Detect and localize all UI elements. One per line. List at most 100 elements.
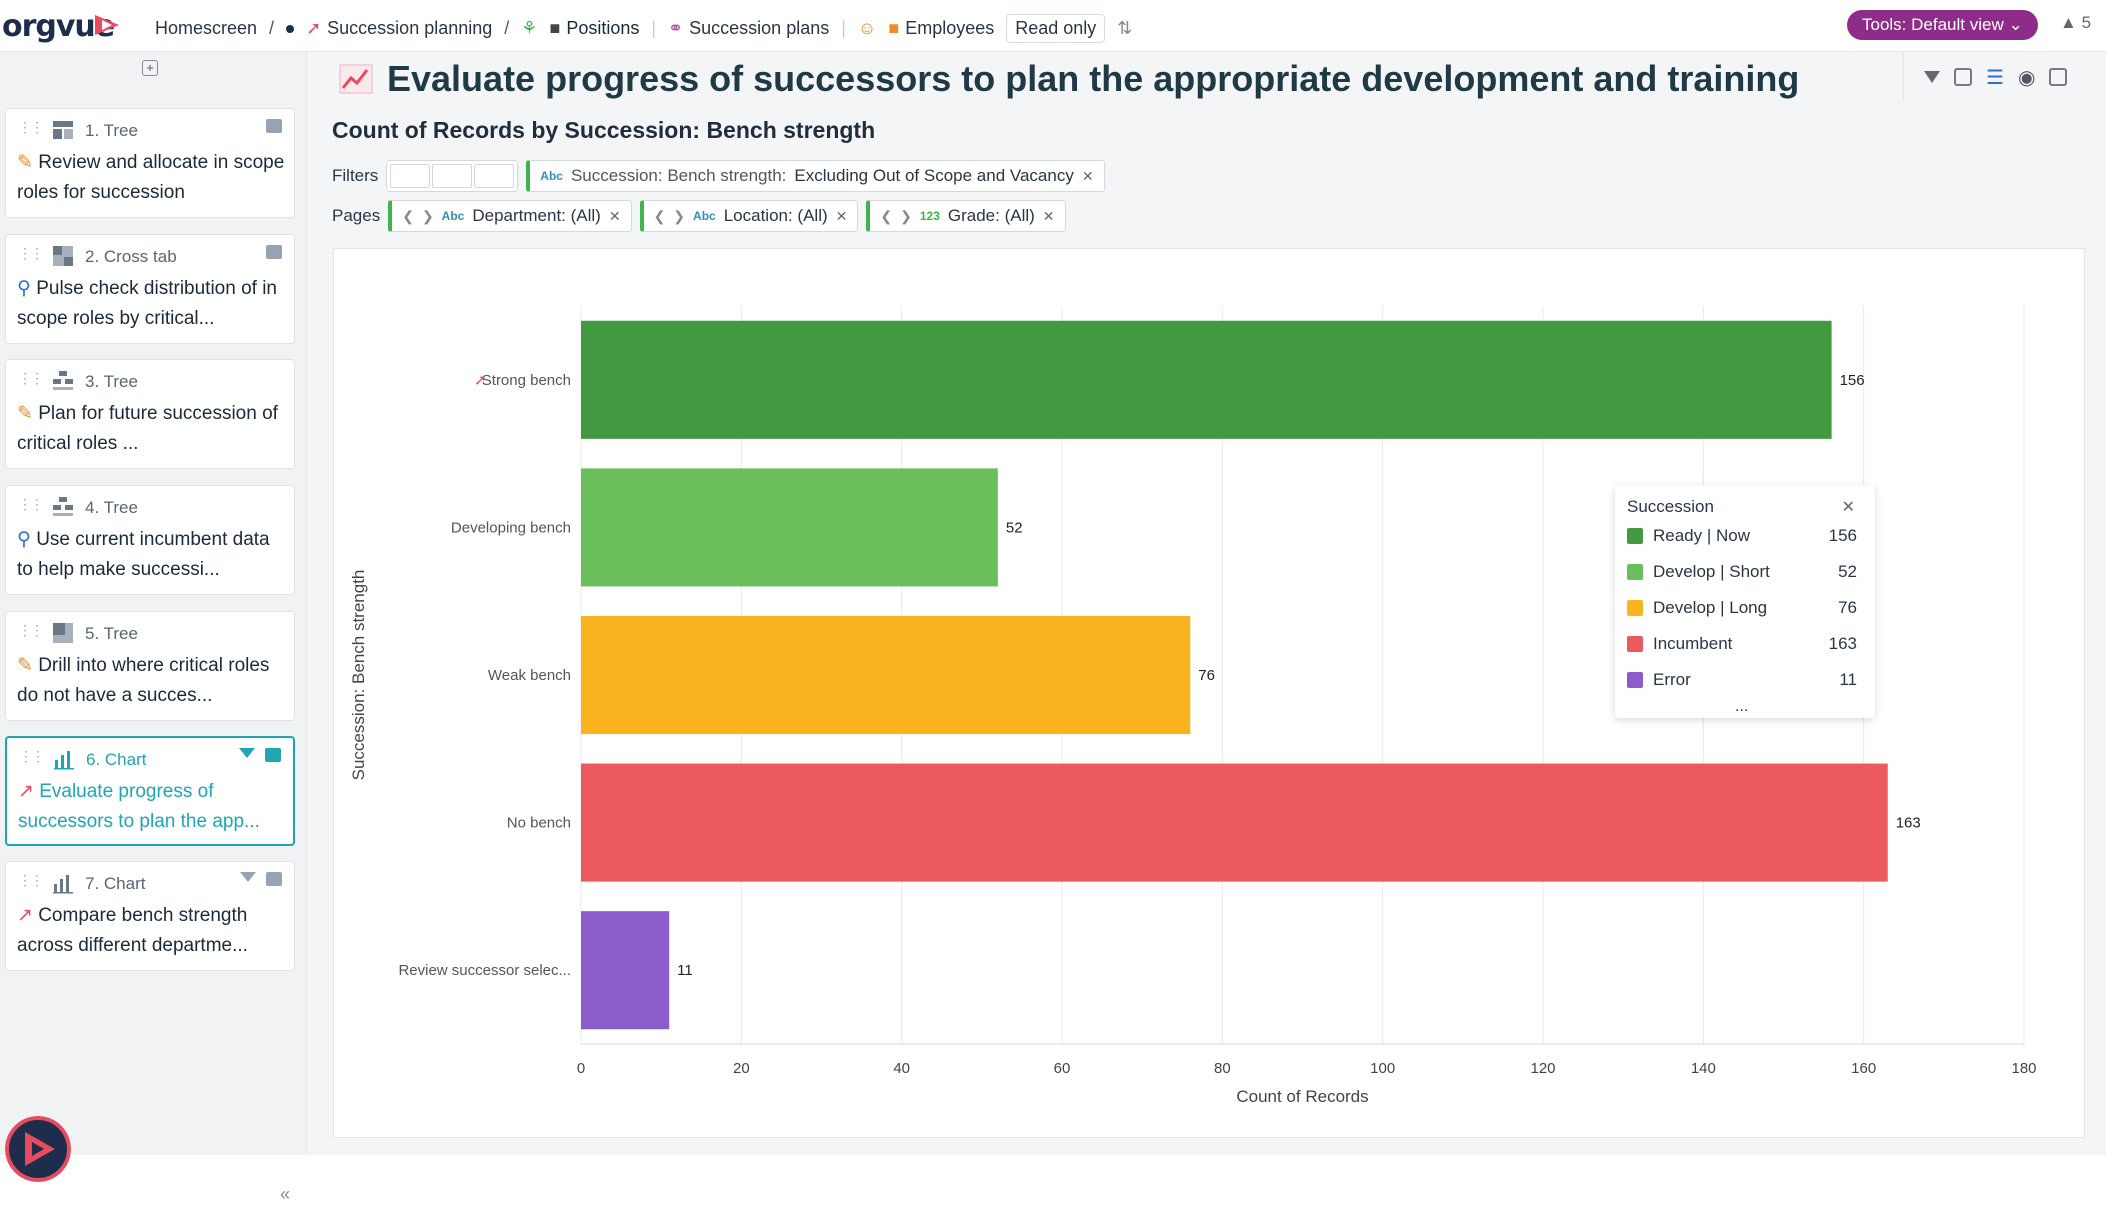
y-tick-label: Developing bench <box>451 519 571 536</box>
page-chip-text: Department: (All) <box>472 206 601 225</box>
remove-page-icon[interactable]: ✕ <box>835 207 848 224</box>
remove-filter-icon[interactable]: ✕ <box>1081 167 1094 184</box>
bar[interactable] <box>581 763 1888 882</box>
rocket-icon: ➚ <box>306 18 322 38</box>
employees-toggle[interactable] <box>474 164 515 188</box>
bar-value-label: 52 <box>1006 519 1023 536</box>
bar-value-label: 156 <box>1840 372 1865 389</box>
card-text: Use current incumbent data to help make … <box>17 529 270 580</box>
legend-item[interactable]: Ready | Now 156 <box>1627 523 1857 549</box>
filter-icon[interactable] <box>240 872 256 882</box>
succession-plans-toggle[interactable] <box>432 164 473 188</box>
bar[interactable] <box>581 911 670 1030</box>
text-type-icon: Abc <box>540 169 563 183</box>
comment-icon[interactable] <box>266 872 282 886</box>
sidebar-card[interactable]: ⋮⋮ 2. Cross tab ⚲ Pulse check distributi… <box>5 234 295 344</box>
comment-icon[interactable] <box>1954 68 1972 86</box>
filter-value: Excluding Out of Scope and Vacancy <box>794 166 1074 185</box>
chevron-left-icon[interactable]: ❮ <box>653 207 666 224</box>
legend-title: Succession <box>1627 497 1714 516</box>
remove-page-icon[interactable]: ✕ <box>1042 207 1055 224</box>
legend-value: 76 <box>1838 598 1857 617</box>
x-tick-label: 20 <box>733 1060 750 1077</box>
list-icon[interactable]: ☰ <box>1986 66 2004 89</box>
tools-view-button[interactable]: Tools: Default view ⌄ <box>1847 10 2038 40</box>
orgvue-assistant-icon[interactable] <box>5 1116 71 1182</box>
x-tick-label: 60 <box>1054 1060 1071 1077</box>
card-description: ⚲ Pulse check distribution of in scope r… <box>17 274 289 336</box>
sidebar-card[interactable]: ⋮⋮ 1. Tree ✎ Review and allocate in scop… <box>5 108 295 218</box>
tab-label: Succession plans <box>689 18 830 38</box>
card-number: 7. Chart <box>85 874 146 893</box>
page-chip-grade[interactable]: ❮ ❯ 123 Grade: (All) ✕ <box>866 200 1066 232</box>
sidebar-card[interactable]: ⋮⋮ 7. Chart ↗ Compare bench strength acr… <box>5 861 295 971</box>
collapse-sidebar-icon[interactable]: « <box>280 1184 291 1204</box>
card-text: Compare bench strength across different … <box>17 905 248 956</box>
person-icon: ☺ <box>857 18 877 38</box>
chevron-right-icon[interactable]: ❯ <box>421 207 434 224</box>
tab-employees[interactable]: ■ Employees <box>888 18 994 39</box>
remove-page-icon[interactable]: ✕ <box>608 207 621 224</box>
tab-positions[interactable]: ■ Positions <box>549 18 639 39</box>
sidebar-card-active[interactable]: ⋮⋮ 6. Chart ↗ Evaluate progress of succe… <box>5 736 295 846</box>
legend-item[interactable]: Error 11 <box>1627 667 1857 693</box>
drag-handle-icon[interactable]: ⋮⋮ <box>18 119 44 135</box>
filter-icon[interactable] <box>1924 71 1940 83</box>
chevron-left-icon[interactable]: ❮ <box>402 207 414 224</box>
legend-value: 156 <box>1828 526 1857 545</box>
sync-icon[interactable]: ⇅ <box>1117 18 1133 38</box>
tab-label: Positions <box>566 18 640 38</box>
x-tick-label: 80 <box>1214 1060 1231 1077</box>
legend-label: Develop | Short <box>1653 562 1770 581</box>
add-card-icon[interactable]: + <box>142 60 158 76</box>
hierarchy-icon: ⚘ <box>521 18 538 38</box>
comment-icon[interactable] <box>265 748 281 762</box>
number-type-icon: 123 <box>919 209 940 223</box>
sidebar-card[interactable]: ⋮⋮ 5. Tree ✎ Drill into where critical r… <box>5 611 295 721</box>
chevron-right-icon[interactable]: ❯ <box>900 207 912 224</box>
page-chip-location[interactable]: ❮ ❯ Abc Location: (All) ✕ <box>639 200 859 232</box>
positions-toggle[interactable] <box>390 164 431 188</box>
close-icon[interactable]: ✕ <box>1841 499 1855 516</box>
text-type-icon: Abc <box>441 209 465 223</box>
active-users[interactable]: ▲ 5 <box>2060 13 2091 33</box>
divider: | <box>841 18 846 38</box>
legend-item[interactable]: Develop | Short 52 <box>1627 559 1857 585</box>
breadcrumb-separator: / <box>504 18 510 38</box>
chart-panel: 0 20 40 60 80 100 120 140 160 180 156 Strong bench 5… <box>333 248 2085 1138</box>
drag-handle-icon[interactable]: ⋮⋮ <box>18 496 44 512</box>
drag-handle-icon[interactable]: ⋮⋮ <box>19 748 45 764</box>
sidebar-card[interactable]: ⋮⋮ 4. Tree ⚲ Use current incumbent data … <box>5 485 295 595</box>
logo-mark-icon <box>95 15 119 35</box>
x-tick-label: 120 <box>1530 1060 1555 1077</box>
drag-handle-icon[interactable]: ⋮⋮ <box>18 245 44 261</box>
chevron-left-icon[interactable]: ❮ <box>880 207 893 224</box>
chevron-right-icon[interactable]: ❯ <box>673 207 686 224</box>
bar[interactable] <box>581 320 1832 439</box>
bar[interactable] <box>581 615 1191 735</box>
legend-swatch <box>1627 636 1643 652</box>
comment-icon[interactable] <box>266 119 282 133</box>
breadcrumb-homescreen[interactable]: Homescreen <box>155 18 258 38</box>
more-icon[interactable]: ... <box>1735 698 1749 715</box>
drag-handle-icon[interactable]: ⋮⋮ <box>18 872 44 888</box>
comment-icon[interactable] <box>266 245 282 259</box>
legend-value: 11 <box>1839 670 1857 689</box>
sidebar-card[interactable]: ⋮⋮ 3. Tree ✎ Plan for future succession … <box>5 359 295 469</box>
palette-icon[interactable]: ◉ <box>2017 66 2036 89</box>
page-chip-department[interactable]: ❮ ❯ Abc Department: (All) ✕ <box>388 200 632 232</box>
filter-chip[interactable]: Abc Succession: Bench strength: Excludin… <box>526 160 1105 192</box>
bar[interactable] <box>581 468 998 587</box>
tree-icon <box>53 121 73 139</box>
card-text: Plan for future succession of critical r… <box>17 403 278 454</box>
drag-handle-icon[interactable]: ⋮⋮ <box>18 370 44 386</box>
legend-item[interactable]: Incumbent 163 <box>1627 631 1857 657</box>
export-icon[interactable] <box>2049 68 2068 86</box>
filter-icon[interactable] <box>239 748 255 758</box>
legend-swatch <box>1627 672 1643 688</box>
tab-succession-plans[interactable]: ⚭ Succession plans <box>668 18 829 39</box>
breadcrumb-succession-planning[interactable]: ➚ Succession planning <box>306 18 492 39</box>
drag-handle-icon[interactable]: ⋮⋮ <box>18 622 44 638</box>
legend-item[interactable]: Develop | Long 76 <box>1627 595 1857 621</box>
card-description: ⚲ Use current incumbent data to help mak… <box>17 525 289 587</box>
